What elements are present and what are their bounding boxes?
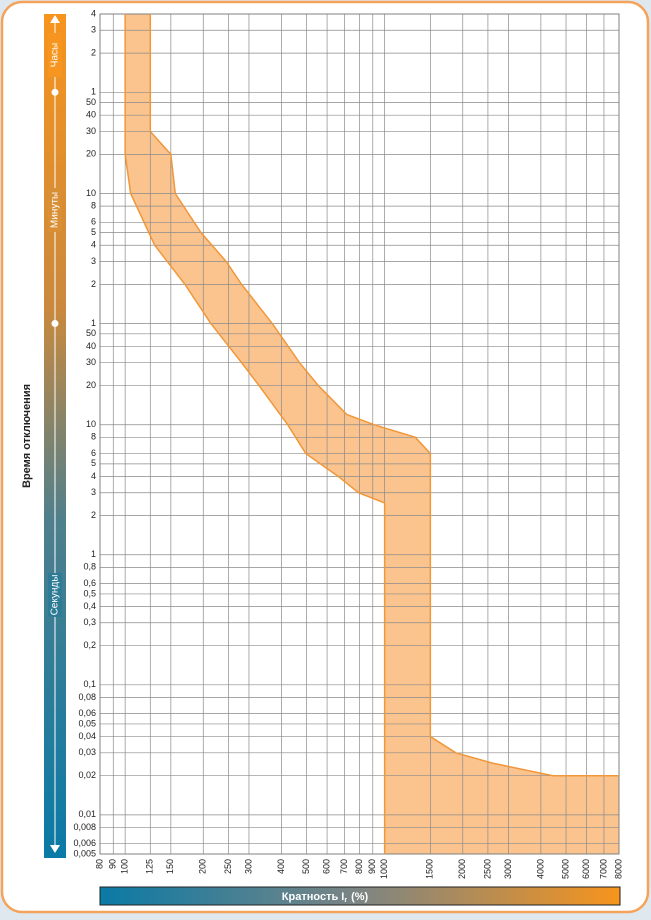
y-tick-label: 1 <box>91 87 96 97</box>
y-axis-label: Время отключения <box>21 384 33 488</box>
y-tick-label: 40 <box>86 110 96 120</box>
x-tick-label: 800 <box>354 859 364 874</box>
x-tick-label: 250 <box>223 859 233 874</box>
y-tick-label: 0,01 <box>78 809 96 819</box>
x-tick-label: 5000 <box>560 859 570 879</box>
y-tick-label: 40 <box>86 341 96 351</box>
section-label: Минуты <box>50 192 61 228</box>
x-tick-label: 400 <box>276 859 286 874</box>
y-tick-label: 10 <box>86 419 96 429</box>
x-tick-label: 4000 <box>535 859 545 879</box>
x-axis-label-main: Кратность I <box>282 891 345 903</box>
y-tick-label: 0,5 <box>83 588 96 598</box>
y-tick-label: 10 <box>86 188 96 198</box>
y-tick-label: 1 <box>91 549 96 559</box>
y-tick-label: 0,2 <box>83 640 96 650</box>
band-area <box>125 14 620 854</box>
section-bound <box>51 88 59 96</box>
y-tick-label: 4 <box>91 471 96 481</box>
x-tick-label: 90 <box>108 859 118 869</box>
y-tick-label: 2 <box>91 48 96 58</box>
x-tick-label: 125 <box>145 859 155 874</box>
y-tick-label: 3 <box>91 487 96 497</box>
section-label: Часы <box>50 43 61 67</box>
y-tick-label: 4 <box>91 8 96 18</box>
section-label: Секунды <box>50 575 61 616</box>
curve-line <box>149 14 619 777</box>
y-tick-label: 0,04 <box>78 731 96 741</box>
y-tick-label: 0,08 <box>78 692 96 702</box>
arrow-down <box>50 845 60 853</box>
y-tick-label: 0,4 <box>83 601 96 611</box>
y-tick-label: 3 <box>91 25 96 35</box>
x-tick-label: 6000 <box>581 859 591 879</box>
y-tick-label: 2 <box>91 279 96 289</box>
x-tick-label: 200 <box>198 859 208 874</box>
y-tick-label: 6 <box>91 217 96 227</box>
y-tick-label: 30 <box>86 126 96 136</box>
y-tick-label: 0,6 <box>83 578 96 588</box>
y-tick-label: 0,005 <box>73 848 96 858</box>
x-axis-label-unit: (%) <box>351 891 368 903</box>
curve-line <box>124 14 386 854</box>
x-tick-label: 1000 <box>379 859 389 879</box>
y-tick-label: 0,05 <box>78 718 96 728</box>
y-tick-label: 50 <box>86 97 96 107</box>
y-tick-label: 0,02 <box>78 770 96 780</box>
y-tick-label: 20 <box>86 380 96 390</box>
y-tick-label: 0,3 <box>83 617 96 627</box>
x-tick-label: 2000 <box>457 859 467 879</box>
x-tick-label: 900 <box>367 859 377 874</box>
x-tick-label: 700 <box>339 859 349 874</box>
x-tick-label: 3000 <box>503 859 513 879</box>
y-tick-label: 2 <box>91 510 96 520</box>
x-tick-label: 7000 <box>598 859 608 879</box>
y-tick-label: 6 <box>91 448 96 458</box>
x-tick-label: 2500 <box>482 859 492 879</box>
section-label-bg <box>48 573 62 617</box>
y-tick-label: 20 <box>86 149 96 159</box>
y-tick-label: 0,06 <box>78 708 96 718</box>
x-tick-label: 8000 <box>613 859 623 879</box>
y-tick-label: 50 <box>86 328 96 338</box>
section-label-bg <box>48 188 62 232</box>
y-tick-label: 0,8 <box>83 562 96 572</box>
arrow-up <box>50 15 60 23</box>
y-tick-label: 30 <box>86 357 96 367</box>
y-tick-label: 0,006 <box>73 838 96 848</box>
y-tick-label: 3 <box>91 256 96 266</box>
x-tick-label: 300 <box>243 859 253 874</box>
x-tick-label: 1500 <box>425 859 435 879</box>
x-axis-label-sub: r <box>344 897 347 904</box>
y-tick-label: 5 <box>91 227 96 237</box>
section-bound <box>51 320 59 328</box>
y-tick-label: 0,03 <box>78 747 96 757</box>
x-tick-label: 80 <box>94 859 104 869</box>
x-tick-label: 150 <box>165 859 175 874</box>
section-label-bg <box>48 33 62 77</box>
y-tick-label: 8 <box>91 200 96 210</box>
x-tick-label: 600 <box>321 859 331 874</box>
y-tick-label: 8 <box>91 432 96 442</box>
x-tick-label: 100 <box>120 859 130 874</box>
y-tick-label: 1 <box>91 318 96 328</box>
x-tick-label: 500 <box>301 859 311 874</box>
x-label-bar <box>99 886 621 906</box>
y-tick-label: 4 <box>91 240 96 250</box>
y-tick-label: 5 <box>91 458 96 468</box>
x-axis-label: Кратность Ir (%) <box>282 891 369 904</box>
y-tick-label: 0,008 <box>73 822 96 832</box>
y-tick-label: 0,1 <box>83 679 96 689</box>
plot-frame <box>99 13 620 855</box>
